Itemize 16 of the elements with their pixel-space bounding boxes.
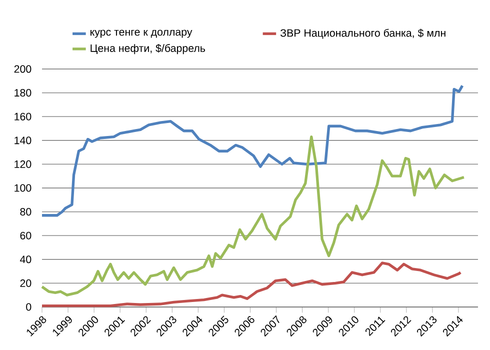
y-tick-label: 80 (20, 208, 32, 216)
legend-label: курс тенге к доллару (90, 30, 192, 38)
legend-label: ЗВР Национального банка, $ млн (280, 28, 446, 39)
y-tick-label: 60 (20, 232, 32, 240)
legend-label: Цена нефти, $/баррель (90, 44, 206, 54)
y-tick-label: 100 (14, 184, 32, 192)
line-series (40, 135, 466, 296)
y-tick-label: 120 (14, 160, 32, 168)
line-series (40, 84, 464, 217)
y-tick-label: 160 (14, 112, 32, 120)
y-tick-label: 0 (26, 303, 32, 311)
y-tick-label: 180 (14, 89, 32, 97)
y-tick-label: 20 (20, 279, 32, 287)
y-tick-label: 200 (14, 65, 32, 73)
y-tick-label: 140 (14, 136, 32, 144)
y-tick-label: 40 (20, 256, 32, 264)
